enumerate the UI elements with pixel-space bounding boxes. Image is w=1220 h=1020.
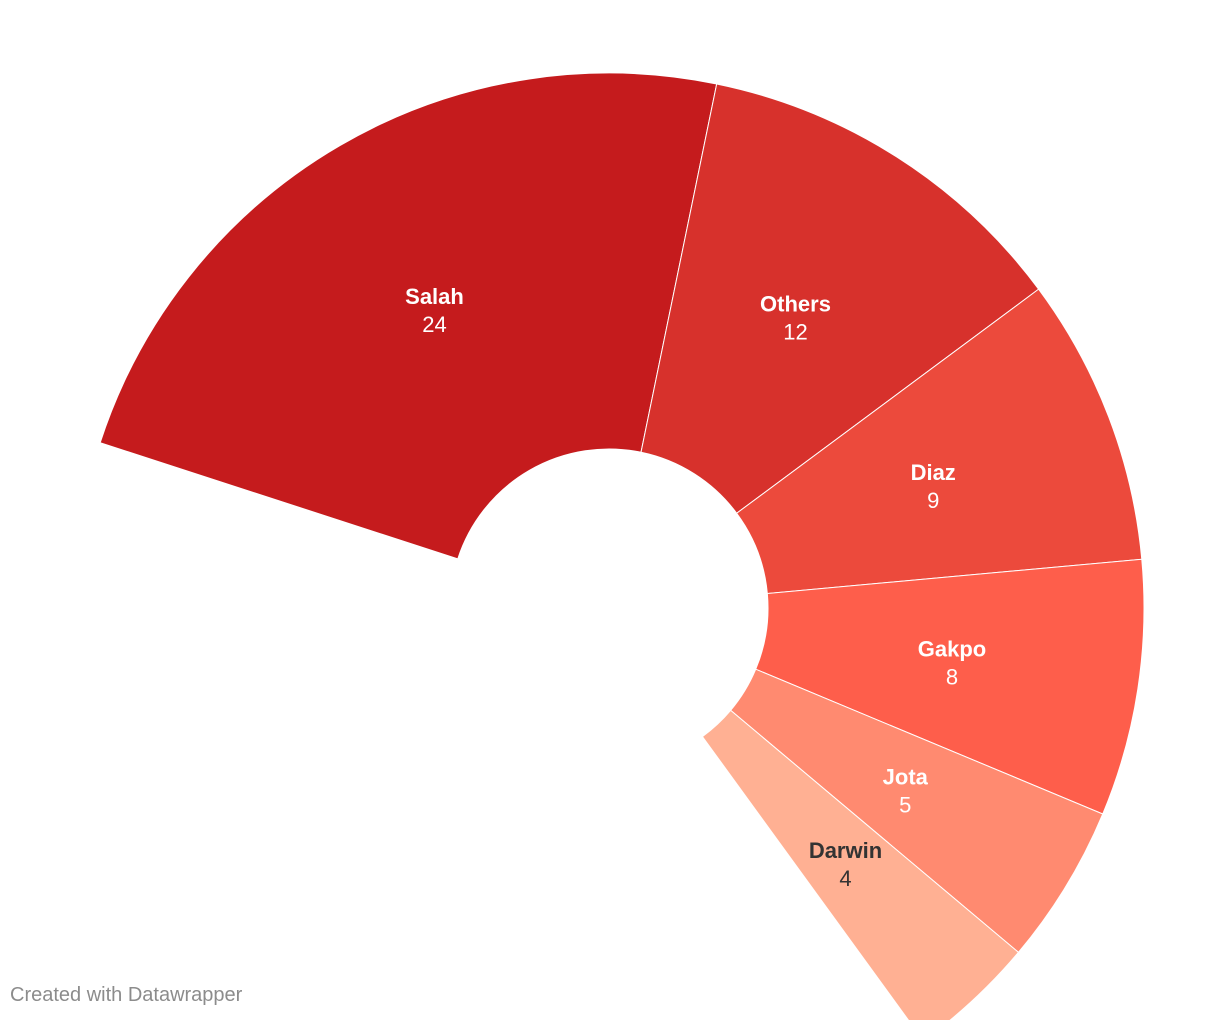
slice-value-darwin: 4 bbox=[839, 866, 851, 891]
slice-darwin bbox=[701, 709, 1020, 1020]
slice-value-diaz: 9 bbox=[927, 488, 939, 513]
chart-labels: Salah 24 Others 12 Diaz 9 Gakpo 8 Jota 5 Darwin 4 bbox=[405, 284, 986, 891]
slice-value-jota: 5 bbox=[899, 793, 911, 818]
slice-value-salah: 24 bbox=[422, 312, 446, 337]
slice-label-darwin: Darwin bbox=[809, 838, 882, 863]
slice-label-diaz: Diaz bbox=[911, 460, 956, 485]
slice-label-jota: Jota bbox=[883, 765, 929, 790]
slice-label-salah: Salah bbox=[405, 284, 464, 309]
slice-label-others: Others bbox=[760, 291, 831, 316]
slice-salah bbox=[99, 72, 718, 560]
slice-value-others: 12 bbox=[783, 319, 807, 344]
slice-diaz bbox=[735, 288, 1143, 595]
footer-credit: Created with Datawrapper bbox=[10, 984, 243, 1006]
slice-value-gakpo: 8 bbox=[946, 665, 958, 690]
slice-others bbox=[640, 83, 1040, 514]
slice-gakpo bbox=[755, 558, 1145, 815]
slice-label-gakpo: Gakpo bbox=[918, 637, 986, 662]
chart-slices bbox=[99, 72, 1145, 1020]
